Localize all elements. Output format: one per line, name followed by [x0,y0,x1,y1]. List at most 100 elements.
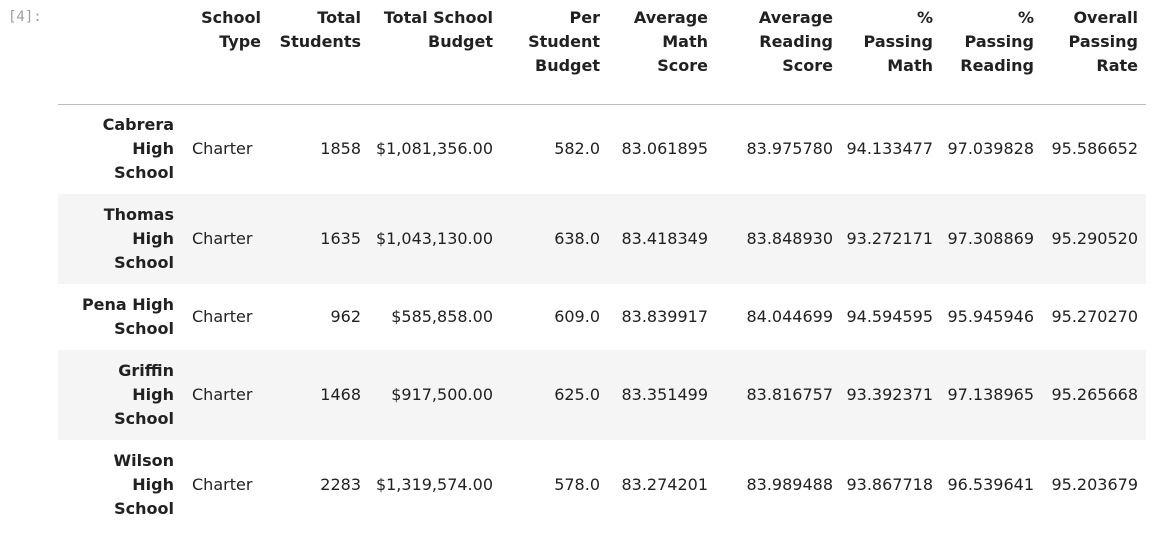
table-cell: 83.816757 [746,385,833,404]
header-line: Average [758,8,833,27]
header-line: Math [662,32,708,51]
table-cell: Charter [192,307,253,326]
row-index: Wilson High School [58,440,182,530]
table-cell: 962 [330,307,361,326]
table-cell: Charter [192,139,253,159]
table-cell: 93.867718 [846,475,933,494]
table-cell: 95.945946 [947,307,1034,326]
table-cell: 1468 [320,385,361,404]
table-row: Wilson High School Charter 2283 $1,319,5… [58,440,1146,530]
header-line: Type [219,32,261,51]
row-index: Griffin High School [58,350,182,440]
table-cell: 83.839917 [621,307,708,326]
table-cell: 94.133477 [846,139,933,159]
header-line: % [916,8,933,27]
header-line: Total School [383,8,493,27]
header-line: Reading [960,56,1034,75]
table-cell: Charter [192,385,253,404]
table-cell: 93.272171 [846,229,933,248]
table-cell: Charter [192,229,253,248]
table-cell: 83.989488 [746,475,833,494]
index-line: School [114,499,174,518]
table-row: Thomas High School Charter 1635 $1,043,1… [58,194,1146,284]
index-line: Cabrera [102,115,174,135]
table-cell: 97.308869 [947,229,1034,248]
row-index: Thomas High School [58,194,182,284]
header-line: % [1017,8,1034,27]
table-cell: 578.0 [554,475,600,494]
column-header: Average Math Score [608,0,716,105]
dataframe-table: School Type Total Students Total School … [58,0,1146,530]
table-cell: 582.0 [554,139,600,159]
index-line: High [132,139,174,159]
table-row: Pena High School Charter 962 $585,858.00… [58,284,1146,350]
table-cell: $585,858.00 [391,307,493,326]
table-cell: $1,319,574.00 [375,475,493,494]
index-line: Wilson [113,451,174,470]
header-line: Score [657,56,708,75]
header-line: School [201,8,261,27]
table-cell: 95.265668 [1051,385,1138,404]
table-header: School Type Total Students Total School … [58,0,1146,105]
table-cell: Charter [192,475,253,494]
table-cell: 1858 [320,139,361,159]
column-header: Total Students [269,0,369,105]
table-body: Cabrera High School Charter 1858 $1,081,… [58,104,1146,530]
table-cell: 95.203679 [1051,475,1138,494]
column-header: Average Reading Score [716,0,841,105]
header-line: Student [528,32,600,51]
table-cell: 83.351499 [621,385,708,404]
header-line: Passing [863,32,933,51]
table-cell: 97.039828 [947,139,1034,159]
table-cell: 2283 [320,475,361,494]
column-header: % Passing Reading [941,0,1042,105]
table-cell: 83.061895 [621,139,708,159]
header-line: Total [317,8,361,27]
index-line: Griffin [118,361,174,380]
header-line: Reading [759,32,833,51]
index-line: High [132,229,174,248]
table-cell: 609.0 [554,307,600,326]
table-cell: 83.274201 [621,475,708,494]
index-line: Thomas [103,205,174,224]
header-line: Score [782,56,833,75]
table-cell: 625.0 [554,385,600,404]
row-index: Pena High School [58,284,182,350]
index-line: High [132,475,174,494]
header-line: Rate [1096,56,1138,75]
table-cell: 97.138965 [947,385,1034,404]
header-line: Students [279,32,361,51]
table-cell: 84.044699 [746,307,833,326]
table-cell: 96.539641 [947,475,1034,494]
header-line: Budget [428,32,493,51]
table-cell: 83.848930 [746,229,833,248]
header-line: Average [633,8,708,27]
header-line: Math [887,56,933,75]
table-cell: 83.975780 [746,139,833,159]
header-line: Overall [1073,8,1138,27]
table-cell: $1,081,356.00 [375,139,493,159]
header-line: Budget [535,56,600,75]
table-cell: 95.586652 [1051,139,1138,159]
row-index: Cabrera High School [58,104,182,194]
header-line: Per [569,8,600,27]
column-header: Overall Passing Rate [1042,0,1146,105]
index-line: School [114,163,174,183]
dataframe-output: School Type Total Students Total School … [58,0,1146,530]
header-line: Passing [1068,32,1138,51]
index-line: School [114,319,174,338]
header-line: Passing [964,32,1034,51]
table-cell: 1635 [320,229,361,248]
column-header: School Type [182,0,269,105]
table-cell: 93.392371 [846,385,933,404]
index-line: School [114,409,174,428]
index-header [58,0,182,105]
table-cell: $1,043,130.00 [375,229,493,248]
table-cell: 83.418349 [621,229,708,248]
index-line: School [114,253,174,272]
table-row: Griffin High School Charter 1468 $917,50… [58,350,1146,440]
table-cell: 95.270270 [1051,307,1138,326]
table-cell: 94.594595 [846,307,933,326]
table-cell: 638.0 [554,229,600,248]
index-line: High [132,385,174,404]
